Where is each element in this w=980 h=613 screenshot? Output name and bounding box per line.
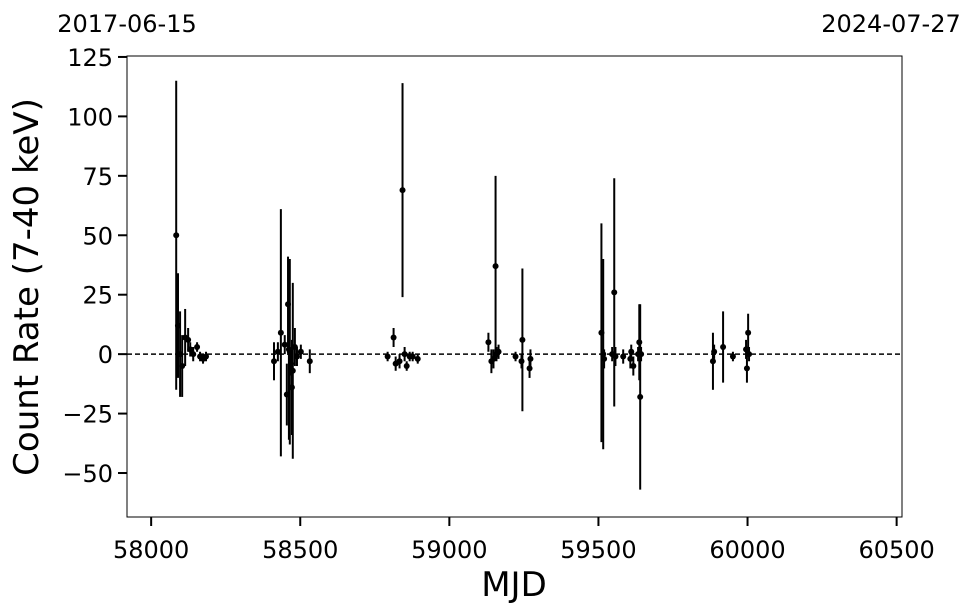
data-point (173, 232, 180, 239)
y-tick-label: 25 (82, 282, 113, 310)
data-point (289, 367, 296, 374)
data-point (490, 355, 497, 362)
top-date-label: 2017-06-15 (57, 10, 196, 38)
data-point (187, 346, 194, 353)
data-point (743, 365, 750, 372)
data-point (306, 358, 313, 365)
data-point (492, 263, 499, 270)
data-point (601, 355, 608, 362)
data-point (297, 348, 304, 355)
data-point (274, 348, 281, 355)
x-tick-label: 60000 (709, 536, 785, 564)
y-tick-label: 100 (67, 103, 113, 131)
data-point (293, 353, 300, 360)
x-tick-label: 59500 (560, 536, 636, 564)
x-tick-label: 60500 (858, 536, 934, 564)
y-tick-label: −50 (62, 460, 113, 488)
data-point (512, 353, 519, 360)
data-point (414, 355, 421, 362)
x-tick-label: 58000 (113, 536, 189, 564)
data-point (203, 353, 210, 360)
y-tick-label: 75 (82, 163, 113, 191)
data-point (190, 351, 197, 358)
data-point (495, 348, 502, 355)
y-tick-label: 0 (98, 341, 113, 369)
data-point (729, 353, 736, 360)
data-point (527, 355, 534, 362)
data-point (384, 353, 391, 360)
plot-frame (126, 55, 903, 518)
data-point (396, 358, 403, 365)
data-point (709, 358, 716, 365)
data-point (185, 336, 192, 343)
data-point (281, 341, 288, 348)
data-point (638, 351, 645, 358)
data-point (620, 353, 627, 360)
data-point (637, 393, 644, 400)
x-axis-label: MJD (481, 565, 547, 605)
y-axis-label: Count Rate (7-40 keV) (7, 98, 47, 476)
data-point (401, 351, 408, 358)
data-point (746, 351, 753, 358)
data-point (399, 187, 406, 194)
data-point (485, 339, 492, 346)
data-point (277, 329, 284, 336)
data-point (403, 363, 410, 370)
data-point (611, 289, 618, 296)
x-tick-label: 58500 (262, 536, 338, 564)
data-point (720, 344, 727, 351)
data-point (390, 334, 397, 341)
top-date-label: 2024-07-27 (821, 10, 960, 38)
data-point (630, 363, 637, 370)
data-point (271, 358, 278, 365)
data-point (519, 336, 526, 343)
x-tick-label: 59000 (411, 536, 487, 564)
data-point (612, 353, 619, 360)
data-point (628, 348, 635, 355)
data-point (745, 329, 752, 336)
data-point (194, 344, 201, 351)
y-tick-label: 125 (67, 44, 113, 72)
y-tick-label: 50 (82, 222, 113, 250)
data-point (711, 348, 718, 355)
y-tick-label: −25 (62, 401, 113, 429)
data-point (179, 363, 186, 370)
data-point (409, 353, 416, 360)
